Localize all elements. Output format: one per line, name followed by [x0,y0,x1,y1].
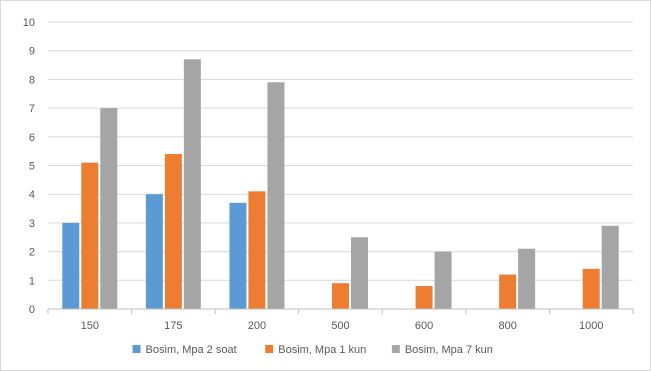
bar [518,249,535,309]
gridlines [48,22,633,280]
bar [583,269,600,309]
bar [332,283,349,309]
bar [81,163,98,309]
legend-swatch [133,345,141,353]
bar [499,275,516,309]
bar [62,223,79,309]
x-tick-label: 600 [415,320,433,332]
bar [435,252,452,309]
legend-label: Bosim, Mpa 2 soat [146,344,237,356]
legend-swatch [265,345,273,353]
x-tick-label: 200 [248,320,266,332]
y-tick-label: 2 [29,247,35,259]
legend-label: Bosim, Mpa 1 kun [278,344,366,356]
x-tick-label: 150 [81,320,99,332]
x-tick-label: 800 [498,320,516,332]
x-tick-label: 175 [164,320,182,332]
bar [146,194,163,309]
bar [184,59,201,309]
bar [248,191,265,309]
bars [62,59,618,309]
bar [602,226,619,309]
bar [165,154,182,309]
bar [416,286,433,309]
y-tick-label: 3 [29,218,35,230]
bar [229,203,246,309]
y-tick-label: 8 [29,74,35,86]
bar [351,237,368,309]
legend-label: Bosim, Mpa 7 kun [405,344,493,356]
y-tick-label: 9 [29,46,35,58]
y-tick-label: 6 [29,132,35,144]
x-tick-label: 1000 [579,320,603,332]
bar [267,82,284,309]
y-tick-label: 0 [29,304,35,316]
x-tick-label: 500 [331,320,349,332]
legend: Bosim, Mpa 2 soat Bosim, Mpa 1 kun Bosim, … [133,344,493,356]
y-tick-label: 4 [29,189,35,201]
legend-swatch [392,345,400,353]
y-tick-label: 5 [29,161,35,173]
y-tick-label: 1 [29,275,35,287]
y-tick-label: 10 [23,17,35,29]
y-tick-label: 7 [29,103,35,115]
bar [100,108,117,309]
